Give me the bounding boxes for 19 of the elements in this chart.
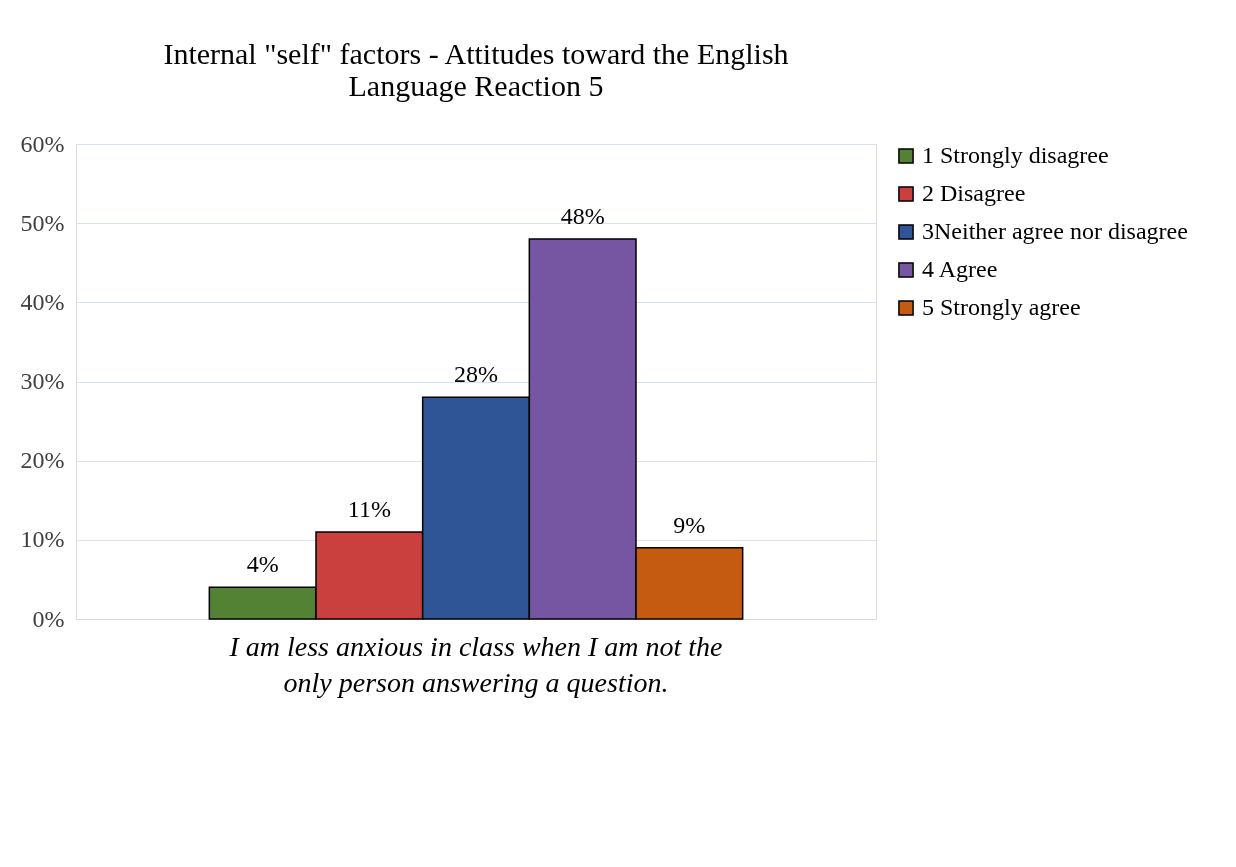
x-tick-label: I am less anxious in class when I am not the only person answering a question. (228, 630, 723, 698)
chart-title: Internal "self" factors - Attitudes toward the English Language Reaction 5 (163, 37, 789, 102)
y-tick-label: 30% (20, 368, 65, 394)
legend-label: 4 Agree (922, 256, 998, 282)
y-tick-label: 40% (20, 288, 65, 315)
legend-label: 1 Strongly disagree (922, 142, 1109, 168)
y-tick-label: 50% (20, 209, 65, 236)
y-tick-label: 60% (20, 130, 65, 157)
legend-label: 5 Strongly agree (922, 294, 1081, 320)
data-label: 4% (246, 551, 279, 578)
y-tick-label: 0% (32, 605, 65, 632)
data-label: 9% (673, 511, 706, 538)
data-label: 28% (454, 361, 498, 388)
legend-label: 2 Disagree (922, 180, 1026, 206)
data-label: 11% (347, 495, 391, 522)
legend-label: 3Neither agree nor disagree (922, 218, 1188, 244)
data-label: 48% (560, 203, 605, 229)
y-tick-label: 10% (20, 526, 65, 553)
y-tick-label: 20% (20, 447, 65, 474)
